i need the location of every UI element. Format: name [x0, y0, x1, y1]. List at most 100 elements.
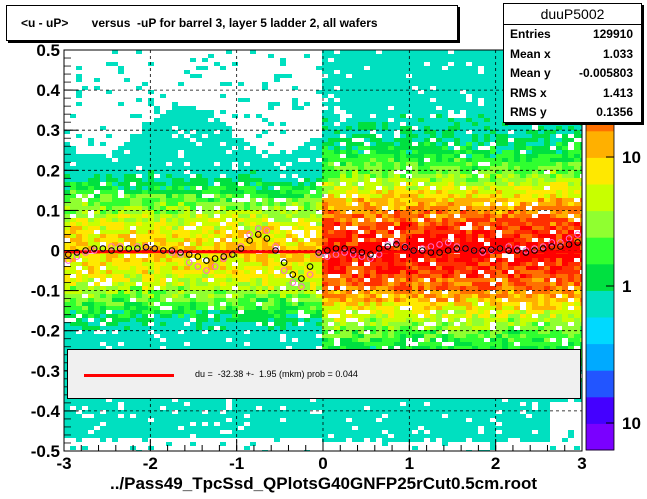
heatmap-cell: [430, 426, 436, 430]
heatmap-cell: [394, 186, 400, 190]
heatmap-cell: [94, 302, 100, 306]
heatmap-cell: [370, 398, 376, 402]
heatmap-cell: [304, 326, 310, 330]
heatmap-cell: [370, 338, 376, 342]
heatmap-cell: [292, 222, 298, 226]
heatmap-cell: [64, 266, 70, 270]
heatmap-cell: [250, 206, 256, 210]
heatmap-cell: [352, 190, 358, 194]
heatmap-cell: [292, 330, 298, 334]
heatmap-cell: [94, 258, 100, 262]
heatmap-cell: [64, 422, 70, 426]
heatmap-cell: [76, 246, 82, 250]
heatmap-cell: [262, 262, 268, 266]
heatmap-cell: [370, 70, 376, 74]
heatmap-cell: [88, 410, 94, 414]
heatmap-cell: [76, 402, 82, 406]
heatmap-cell: [292, 414, 298, 418]
heatmap-cell: [214, 62, 220, 66]
heatmap-cell: [172, 178, 178, 182]
heatmap-cell: [328, 50, 334, 54]
heatmap-cell: [136, 206, 142, 210]
heatmap-cell: [322, 270, 328, 274]
heatmap-cell: [142, 138, 148, 142]
heatmap-cell: [448, 138, 454, 142]
heatmap-cell: [280, 290, 286, 294]
heatmap-cell: [238, 270, 244, 274]
heatmap-cell: [352, 238, 358, 242]
heatmap-cell: [358, 74, 364, 78]
heatmap-cell: [394, 146, 400, 150]
heatmap-cell: [430, 346, 436, 350]
heatmap-cell: [316, 202, 322, 206]
heatmap-cell: [292, 278, 298, 282]
heatmap-cell: [364, 294, 370, 298]
heatmap-cell: [82, 242, 88, 246]
heatmap-cell: [442, 106, 448, 110]
heatmap-cell: [112, 266, 118, 270]
heatmap-cell: [88, 142, 94, 146]
heatmap-cell: [358, 202, 364, 206]
heatmap-cell: [262, 170, 268, 174]
heatmap-cell: [196, 334, 202, 338]
heatmap-cell: [64, 186, 70, 190]
heatmap-cell: [196, 218, 202, 222]
heatmap-cell: [382, 98, 388, 102]
heatmap-cell: [190, 270, 196, 274]
heatmap-cell: [334, 218, 340, 222]
heatmap-cell: [442, 254, 448, 258]
heatmap-cell: [370, 158, 376, 162]
heatmap-cell: [304, 102, 310, 106]
heatmap-cell: [382, 334, 388, 338]
heatmap-cell: [106, 182, 112, 186]
heatmap-cell: [436, 298, 442, 302]
heatmap-cell: [436, 342, 442, 346]
heatmap-cell: [436, 74, 442, 78]
heatmap-cell: [334, 194, 340, 198]
heatmap-cell: [298, 214, 304, 218]
heatmap-cell: [76, 318, 82, 322]
heatmap-cell: [82, 86, 88, 90]
heatmap-cell: [262, 406, 268, 410]
heatmap-cell: [376, 102, 382, 106]
heatmap-cell: [184, 274, 190, 278]
heatmap-cell: [400, 218, 406, 222]
heatmap-cell: [322, 94, 328, 98]
heatmap-cell: [262, 418, 268, 422]
heatmap-cell: [148, 218, 154, 222]
heatmap-cell: [190, 242, 196, 246]
heatmap-cell: [148, 290, 154, 294]
heatmap-cell: [418, 294, 424, 298]
heatmap-cell: [256, 262, 262, 266]
heatmap-cell: [214, 434, 220, 438]
heatmap-cell: [244, 178, 250, 182]
heatmap-cell: [262, 214, 268, 218]
heatmap-cell: [124, 214, 130, 218]
heatmap-cell: [202, 402, 208, 406]
heatmap-cell: [382, 174, 388, 178]
heatmap-cell: [244, 170, 250, 174]
heatmap-cell: [412, 74, 418, 78]
heatmap-cell: [376, 106, 382, 110]
heatmap-cell: [430, 174, 436, 178]
heatmap-cell: [154, 410, 160, 414]
heatmap-cell: [124, 262, 130, 266]
heatmap-cell: [304, 322, 310, 326]
heatmap-cell: [430, 302, 436, 306]
heatmap-cell: [370, 286, 376, 290]
heatmap-cell: [430, 110, 436, 114]
heatmap-cell: [418, 130, 424, 134]
heatmap-cell: [328, 234, 334, 238]
heatmap-cell: [286, 434, 292, 438]
heatmap-cell: [130, 162, 136, 166]
heatmap-cell: [226, 410, 232, 414]
heatmap-cell: [118, 254, 124, 258]
heatmap-cell: [226, 210, 232, 214]
heatmap-cell: [364, 198, 370, 202]
heatmap-cell: [322, 306, 328, 310]
heatmap-cell: [346, 90, 352, 94]
heatmap-cell: [208, 146, 214, 150]
heatmap-cell: [232, 302, 238, 306]
heatmap-cell: [346, 98, 352, 102]
heatmap-cell: [394, 58, 400, 62]
